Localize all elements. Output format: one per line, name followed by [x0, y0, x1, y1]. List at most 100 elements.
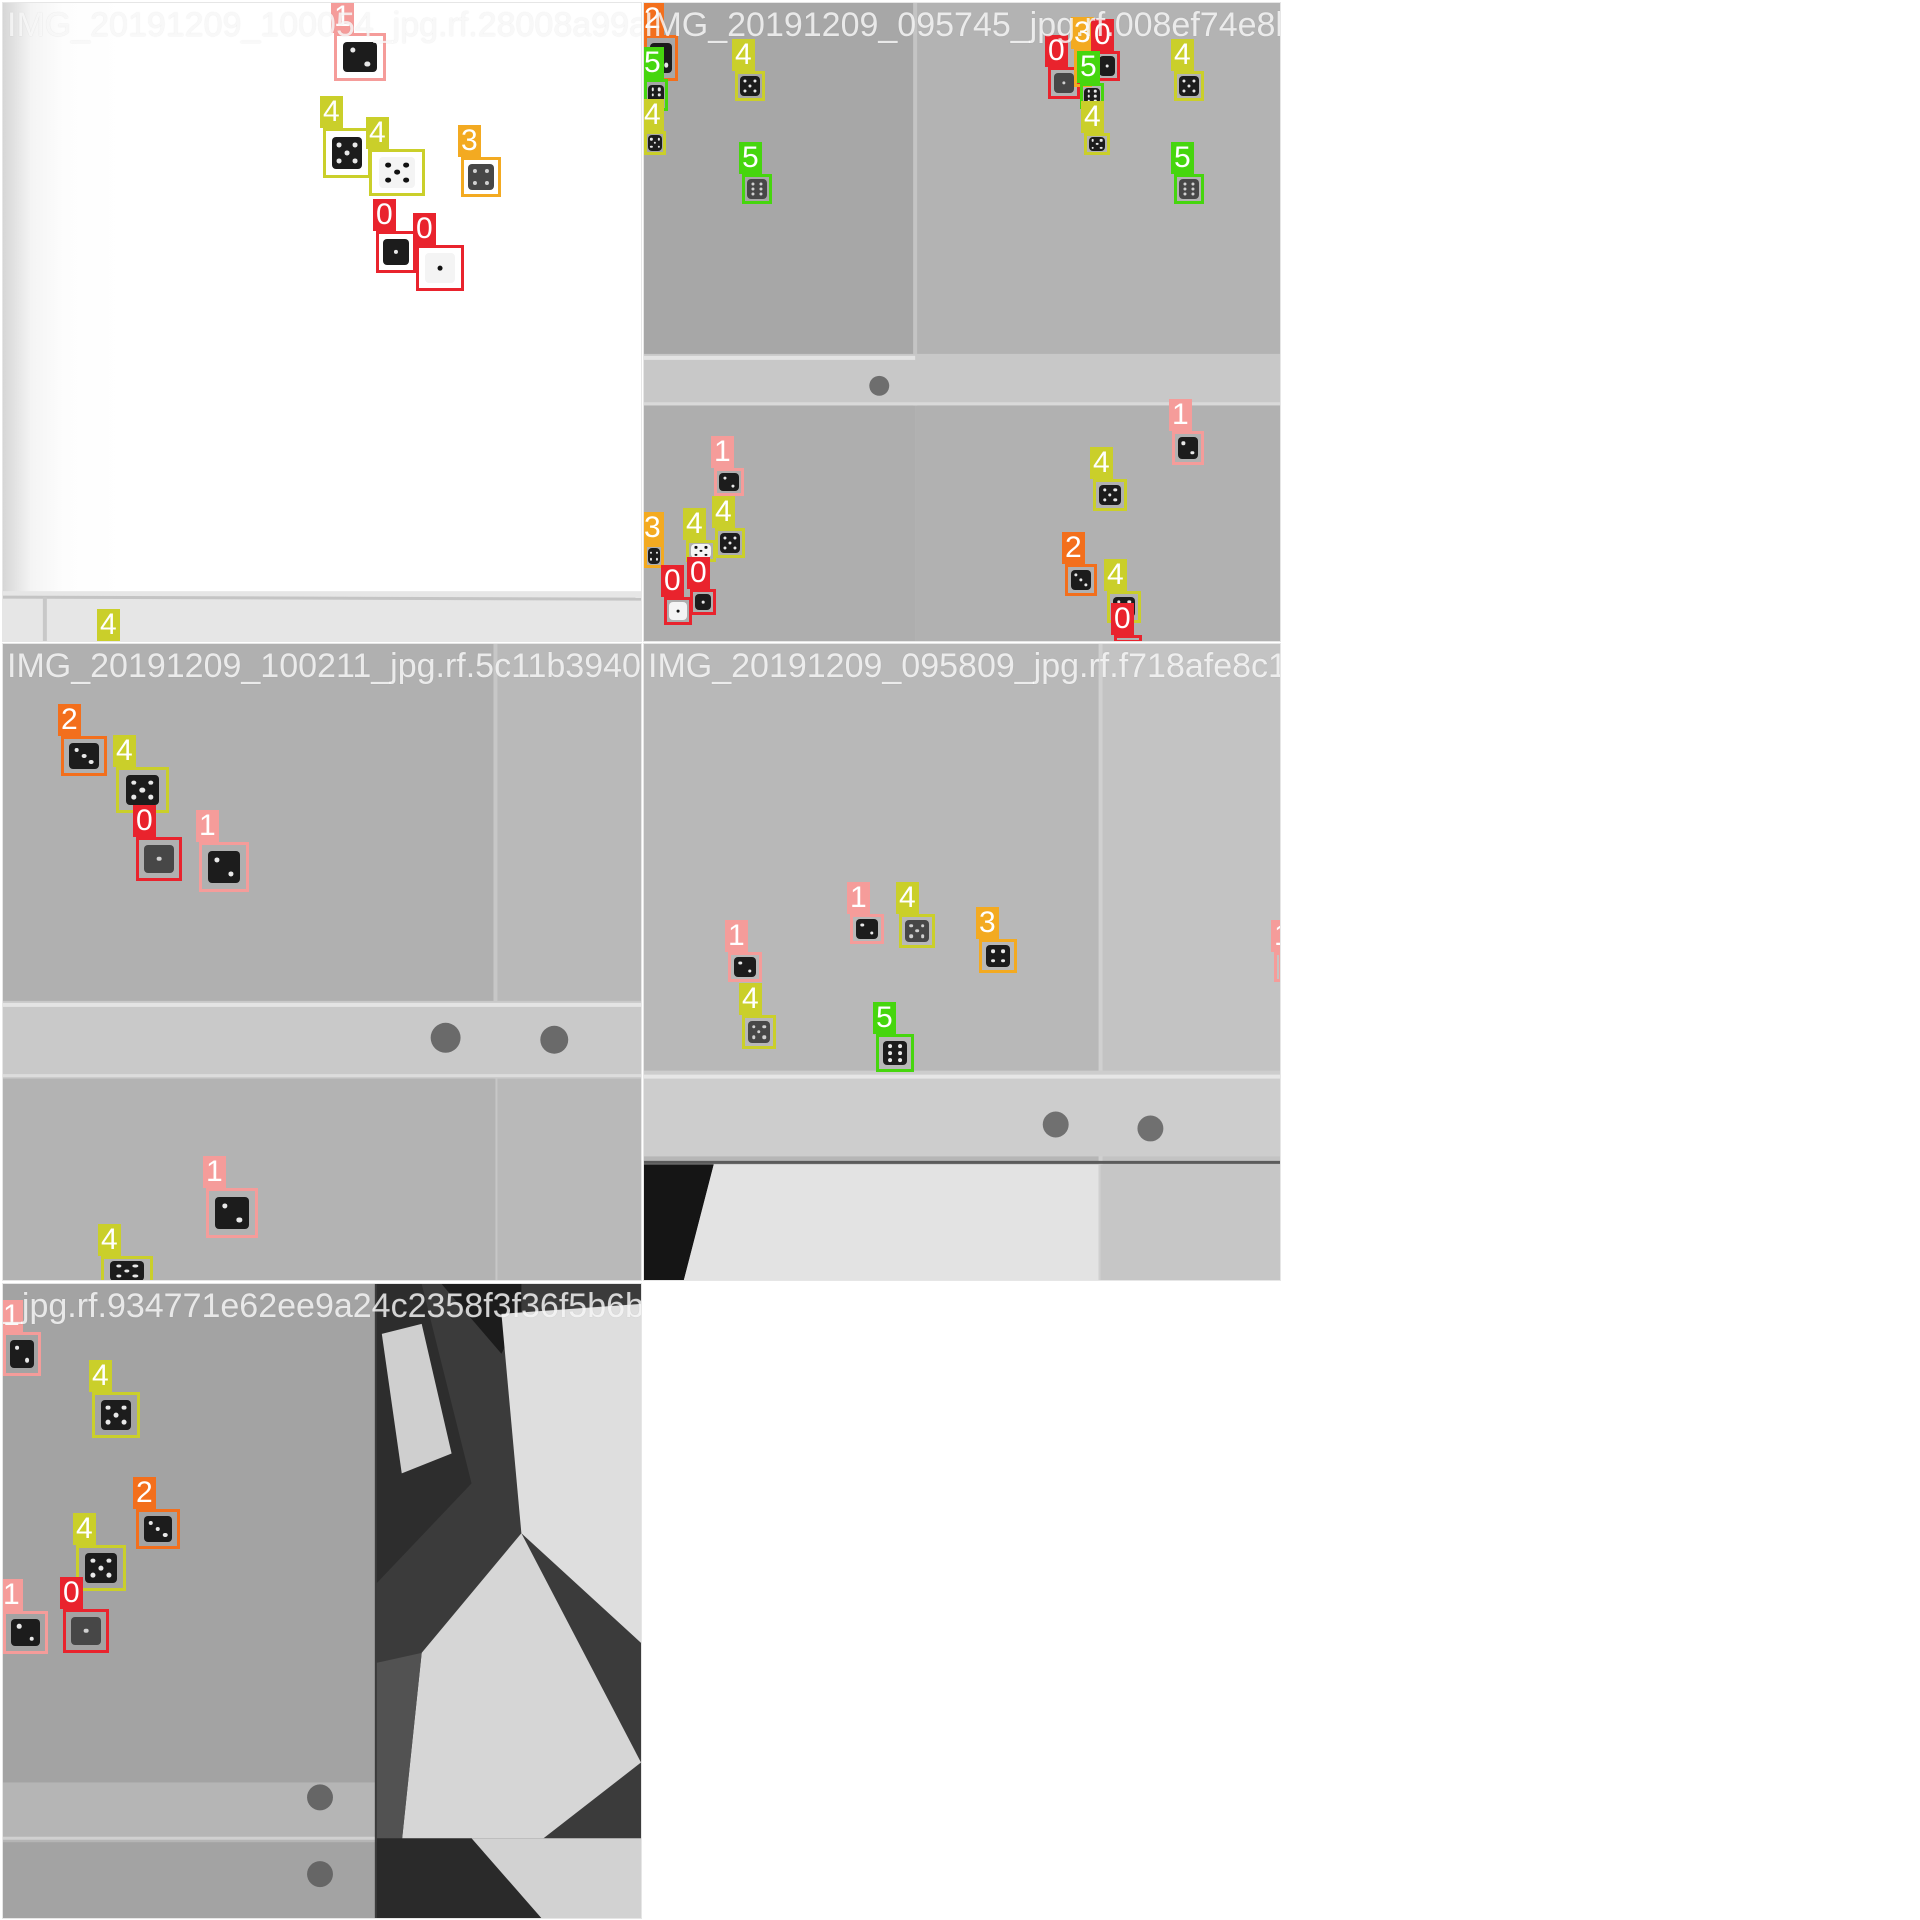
- bounding-box-outline: [735, 71, 765, 101]
- detection-box: 1: [3, 1300, 41, 1376]
- class-label: 3: [644, 512, 664, 544]
- dice-pip: [1094, 90, 1097, 93]
- dice-pip: [83, 1628, 89, 1634]
- dice-pip: [1087, 99, 1090, 102]
- class-label: 0: [373, 199, 396, 231]
- dice-pip: [25, 1357, 30, 1363]
- dice-pip: [336, 142, 342, 148]
- dice-pip: [214, 857, 220, 863]
- class-label: 4: [644, 99, 664, 131]
- bounding-box-outline: [3, 1332, 41, 1376]
- dice-pip: [1001, 959, 1006, 963]
- dice-image: [1179, 76, 1199, 96]
- detection-box: 1: [725, 920, 762, 982]
- dice-pip: [657, 145, 660, 149]
- dice-pip: [105, 1405, 111, 1410]
- bounding-box-outline: [199, 842, 249, 892]
- bounding-box-outline: [1084, 133, 1110, 155]
- class-label: 1: [203, 1156, 226, 1188]
- mosaic-tile-3: IMG_20191209_100211_jpg.rf.5c11b3940812 …: [2, 643, 642, 1281]
- dice-pip: [1087, 94, 1090, 98]
- dice-pip: [1182, 79, 1186, 83]
- detection-box: 0: [133, 805, 182, 881]
- dice-pip: [748, 84, 752, 88]
- dice-pip: [1084, 583, 1088, 587]
- dice-pip: [743, 89, 747, 93]
- class-label: 2: [133, 1477, 156, 1509]
- dice-pip: [704, 546, 708, 549]
- bounding-box-outline: [334, 33, 386, 81]
- dice-pip: [920, 923, 925, 928]
- tile-3-background: [3, 644, 641, 1280]
- detection-box: 4: [1081, 101, 1110, 155]
- dice-pip: [403, 162, 409, 168]
- bounding-box-outline: [664, 597, 692, 625]
- dice-pip: [148, 1520, 154, 1525]
- dice-pip: [650, 137, 653, 141]
- class-label: 4: [1171, 39, 1194, 71]
- class-label: 4: [1081, 101, 1104, 133]
- dice-image: [85, 1553, 117, 1583]
- dice-image: [748, 1021, 770, 1043]
- class-label: 4: [732, 39, 755, 71]
- detection-box: 4: [97, 609, 120, 641]
- dice-pip: [753, 89, 757, 93]
- class-label: 4: [1104, 559, 1127, 591]
- dice-pip: [651, 93, 654, 97]
- dice-pip: [132, 1264, 138, 1268]
- dice-pip: [762, 1035, 767, 1040]
- dice-pip: [704, 553, 708, 556]
- dice-pip: [403, 177, 409, 183]
- bounding-box-outline: [742, 1015, 776, 1049]
- class-label: 0: [1045, 35, 1068, 67]
- bounding-box-outline: [76, 1545, 126, 1591]
- dice-pip: [105, 1419, 111, 1425]
- class-label: 2: [644, 3, 664, 35]
- mosaic-tile-2: IMG_20191209_095745_jpg.rf.008ef74e8ba90…: [643, 2, 1281, 642]
- dice-pip: [222, 1203, 228, 1209]
- dice-pip: [90, 1572, 96, 1578]
- dice-pip: [723, 546, 727, 550]
- bounding-box-outline: [715, 528, 745, 558]
- dice-image: [747, 179, 767, 199]
- dice-pip: [148, 794, 154, 800]
- dice-pip: [909, 934, 914, 939]
- dice-pip: [1001, 949, 1006, 953]
- mosaic-tile-1: IMG_20191209_100054_jpg.rf.28008a99aff27…: [2, 2, 642, 642]
- dice-pip: [762, 1024, 767, 1029]
- dice-image: [1099, 484, 1121, 506]
- detection-box: 4: [644, 99, 666, 155]
- bounding-box-outline: [1274, 952, 1280, 982]
- class-label: 4: [712, 496, 735, 528]
- dice-image: [694, 593, 712, 611]
- class-label: 0: [60, 1577, 83, 1609]
- bounding-box-outline: [61, 736, 107, 776]
- dice-pip: [723, 476, 727, 480]
- class-label: 1: [1271, 920, 1280, 952]
- class-label: 4: [97, 609, 120, 641]
- dice-pip: [920, 934, 925, 939]
- class-label: 0: [661, 565, 684, 597]
- dice-image: [905, 920, 929, 942]
- class-label: 4: [896, 882, 919, 914]
- detection-box: 4: [73, 1513, 126, 1591]
- dice-pip: [385, 177, 391, 183]
- class-label: 1: [847, 882, 870, 914]
- dice-pip: [887, 1051, 892, 1055]
- dice-image: [383, 238, 409, 266]
- dice-image: [1070, 569, 1092, 591]
- detection-box: 1: [331, 3, 386, 81]
- dice-pip: [694, 546, 698, 549]
- dice-pip: [16, 1624, 22, 1629]
- dice-image: [669, 602, 687, 620]
- dice-image: [9, 1339, 35, 1369]
- class-label: 4: [98, 1224, 121, 1256]
- bounding-box-outline: [742, 174, 772, 204]
- dice-pip: [1182, 89, 1186, 93]
- bounding-box-outline: [644, 131, 666, 155]
- dice-pip: [98, 1565, 104, 1571]
- dice-image: [734, 957, 756, 977]
- dice-pip: [437, 265, 443, 271]
- bounding-box-outline: [3, 1611, 48, 1654]
- detection-box: 0: [373, 199, 416, 273]
